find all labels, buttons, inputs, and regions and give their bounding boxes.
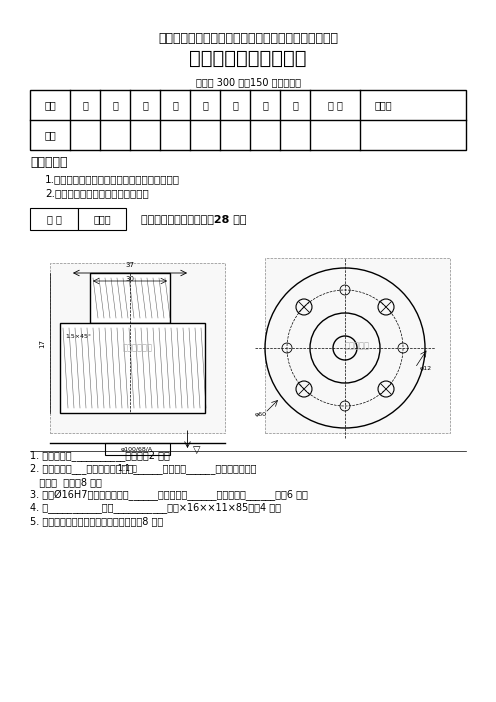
Bar: [60, 323, 205, 413]
Text: 4. 解___________示：___________沉孔×16××11×85。（4 分）: 4. 解___________示：___________沉孔×16××11×85…: [30, 503, 281, 513]
Text: （截面视图）: （截面视图）: [123, 343, 152, 352]
Bar: [30, 90, 466, 150]
Bar: [50, 263, 225, 433]
Text: 3. 说明Ø16H7孔的公差等级是______，配合制度______基本偏差是______。（6 分）: 3. 说明Ø16H7孔的公差等级是______，配合制度______基本偏差是_…: [30, 489, 308, 501]
Text: 七: 七: [262, 100, 268, 110]
Text: 总分人: 总分人: [374, 100, 392, 110]
Text: φ60: φ60: [255, 412, 267, 417]
Text: 三: 三: [142, 100, 148, 110]
Bar: [30, 208, 78, 230]
Bar: [90, 273, 170, 323]
Text: φ12: φ12: [420, 366, 432, 371]
Text: 1:1 图: 1:1 图: [118, 463, 137, 472]
Text: 1. 该零件属于___________类零件（2 分）: 1. 该零件属于___________类零件（2 分）: [30, 451, 170, 461]
Text: 五: 五: [202, 100, 208, 110]
Text: 四川省普通高校职教师资班和高职班对口招生统一考试: 四川省普通高校职教师资班和高职班对口招生统一考试: [158, 32, 338, 44]
Text: 1.作图一律用铅笔，要求投影正确，线型标准。: 1.作图一律用铅笔，要求投影正确，线型标准。: [45, 174, 180, 184]
Text: 二: 二: [112, 100, 118, 110]
Text: 17: 17: [39, 338, 45, 347]
Text: 题号: 题号: [44, 100, 56, 110]
Bar: [78, 208, 126, 230]
Text: 37: 37: [125, 262, 134, 268]
Bar: [265, 258, 450, 433]
Text: φ100/68/A: φ100/68/A: [121, 446, 153, 451]
Text: 视图（  ）。（8 分）: 视图（ ）。（8 分）: [30, 477, 102, 487]
Text: 一、读零件图并填空。（28 分）: 一、读零件图并填空。（28 分）: [141, 214, 247, 224]
Bar: [105, 443, 170, 455]
Text: 机械类专业综合练习题: 机械类专业综合练习题: [189, 48, 307, 67]
Text: ▽: ▽: [192, 445, 200, 455]
Text: 得 分: 得 分: [47, 214, 62, 224]
Text: 四: 四: [172, 100, 178, 110]
Text: 1.5×45°: 1.5×45°: [65, 334, 91, 339]
Text: （满分 300 分、150 分钟完成）: （满分 300 分、150 分钟完成）: [195, 77, 301, 87]
Text: 30: 30: [125, 276, 134, 282]
Text: 分数: 分数: [44, 130, 56, 140]
Text: 2. 该零件用了___个基本视图表达，______视图采用______剖视图，另一个: 2. 该零件用了___个基本视图表达，______视图采用______剖视图，另…: [30, 463, 256, 475]
Text: 六: 六: [232, 100, 238, 110]
Text: 注意事项：: 注意事项：: [30, 157, 67, 169]
Text: 5. 解释图中所注位置公差代号的含义。（8 分）: 5. 解释图中所注位置公差代号的含义。（8 分）: [30, 516, 163, 526]
Text: （正视图）: （正视图）: [345, 341, 370, 350]
Text: 评卷人: 评卷人: [93, 214, 111, 224]
Text: 2.不得用橡皮泥、粉笔等制作模型。: 2.不得用橡皮泥、粉笔等制作模型。: [45, 188, 149, 198]
Text: 总 分: 总 分: [327, 100, 342, 110]
Text: 八: 八: [292, 100, 298, 110]
Text: 一: 一: [82, 100, 88, 110]
